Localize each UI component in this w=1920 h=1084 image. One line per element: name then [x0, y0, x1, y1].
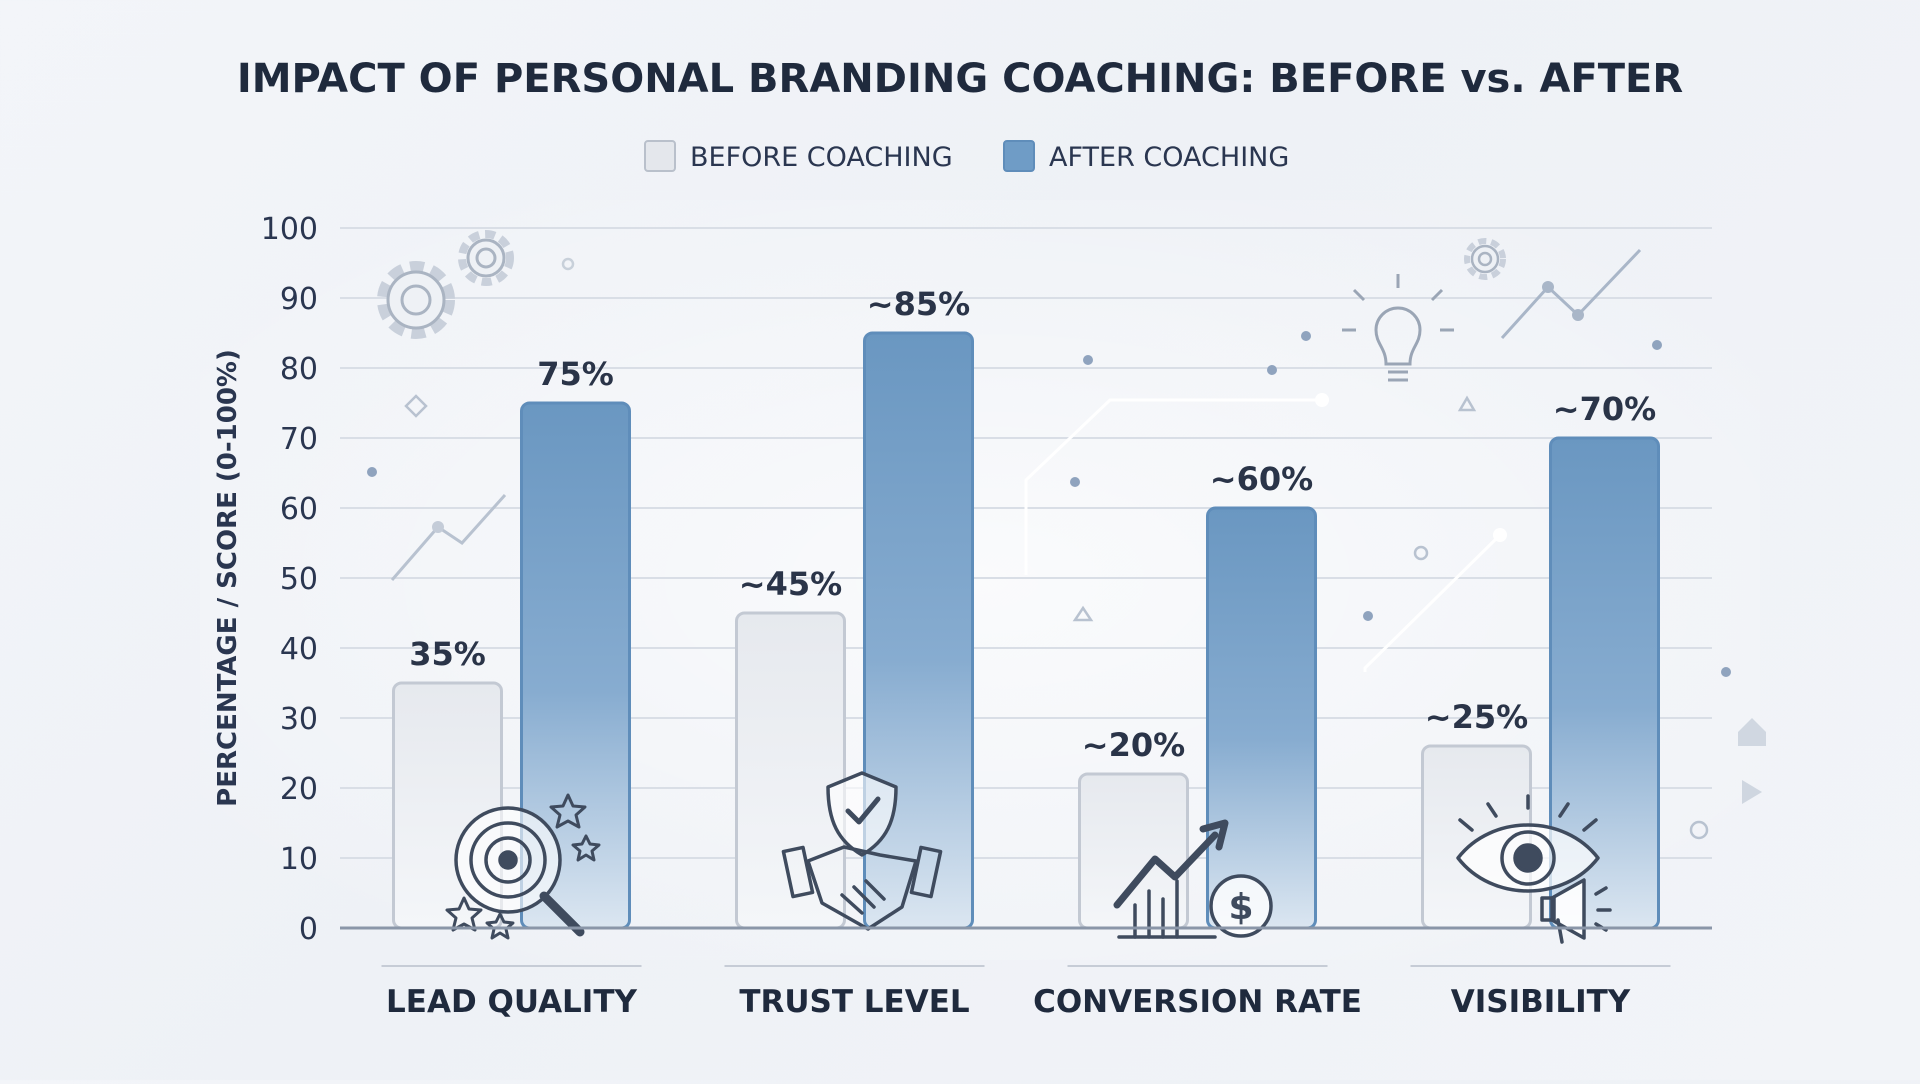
y-tick-label: 80 [280, 352, 318, 387]
x-tick-label: LEAD QUALITY [386, 984, 637, 1020]
decorations [367, 230, 1766, 840]
eye-megaphone-icon [1456, 794, 1612, 944]
growth-dollar-icon: $ [1113, 819, 1273, 939]
bar-value-label: 35% [409, 635, 486, 673]
bar-value-labels: 35% 75% ~45% ~85% ~20% ~60% ~25% ~70% [409, 285, 1656, 764]
y-tick-label: 10 [280, 842, 318, 877]
y-tick-label: 40 [280, 632, 318, 667]
x-tick-label: VISIBILITY [1451, 984, 1631, 1020]
y-tick-label: 100 [261, 212, 318, 247]
x-tick-label: CONVERSION RATE [1033, 984, 1362, 1020]
category-icons: $ [445, 771, 1612, 944]
chart-title: IMPACT OF PERSONAL BRANDING COACHING: BE… [237, 56, 1683, 102]
gear-icon [377, 261, 455, 339]
bar-value-label: ~60% [1210, 460, 1313, 498]
y-tick-label: 30 [280, 702, 318, 737]
legend-label-after: AFTER COACHING [1049, 142, 1289, 173]
y-tick-label: 60 [280, 492, 318, 527]
y-tick-label: 90 [280, 282, 318, 317]
y-tick-label: 0 [299, 912, 318, 947]
y-tick-label: 50 [280, 562, 318, 597]
gear-icon [1464, 238, 1506, 280]
x-tick-label: TRUST LEVEL [739, 984, 969, 1020]
bar-value-label: 75% [537, 355, 614, 393]
legend-swatch-after [1003, 140, 1035, 172]
target-icon [445, 793, 601, 940]
y-tick-label: 20 [280, 772, 318, 807]
legend: BEFORE COACHING AFTER COACHING [644, 140, 1289, 173]
y-axis: 0 10 20 30 40 50 60 70 80 90 100 [261, 212, 318, 947]
bar-value-label: ~25% [1425, 698, 1528, 736]
legend-label-before: BEFORE COACHING [690, 142, 953, 173]
lightbulb-icon [1342, 274, 1454, 382]
y-tick-label: 70 [280, 422, 318, 457]
shield-handshake-icon [781, 771, 943, 931]
bar-value-label: ~85% [867, 285, 970, 323]
bar-value-label: ~45% [739, 565, 842, 603]
y-axis-label: PERCENTAGE / SCORE (0-100%) [213, 349, 243, 807]
bar-conversion-rate-after [1206, 506, 1317, 930]
bar-value-label: ~20% [1082, 726, 1185, 764]
trend-line-decoration [1500, 248, 1642, 340]
gear-icon [458, 230, 514, 286]
trend-line-decoration [390, 493, 507, 581]
bar-value-label: ~70% [1553, 390, 1656, 428]
x-axis: LEAD QUALITY TRUST LEVEL CONVERSION RATE VI… [340, 926, 1712, 1020]
legend-swatch-before [644, 140, 676, 172]
svg-text:$: $ [1228, 887, 1253, 928]
